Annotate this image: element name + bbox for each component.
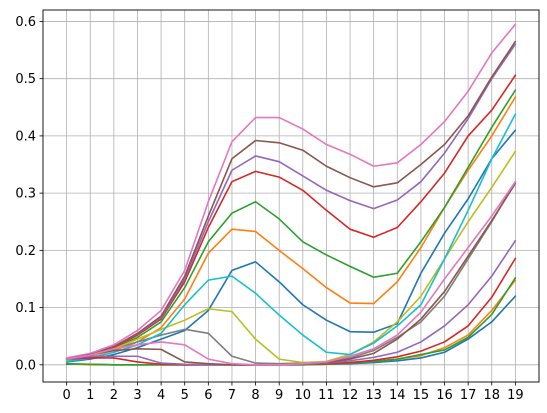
series-line-11 — [65, 295, 517, 366]
x-tick-label: 17 — [460, 388, 477, 403]
x-tick-label: 1 — [86, 388, 94, 403]
plot-frame — [42, 9, 540, 383]
y-tick-label: 0.4 — [15, 129, 36, 144]
x-tick-label: 6 — [204, 388, 212, 403]
x-tick-label: 5 — [181, 388, 189, 403]
x-tick-label: 16 — [436, 388, 453, 403]
x-tick-label: 3 — [133, 388, 141, 403]
series-lines — [65, 23, 517, 366]
x-tick-label: 11 — [318, 388, 335, 403]
x-tick-label: 0 — [62, 388, 70, 403]
x-tick-label: 7 — [228, 388, 236, 403]
x-axis: 0 1 2 3 4 5 6 7 8 9 10 11 12 13 14 15 16 17 18 19 — [62, 382, 524, 403]
x-tick-label: 8 — [251, 388, 259, 403]
x-tick-label: 15 — [413, 388, 430, 403]
y-tick-label: 0.6 — [15, 15, 36, 30]
series-line-4 — [65, 74, 517, 360]
series-line-8 — [65, 180, 517, 365]
y-axis: 0.0 0.1 0.2 0.3 0.4 0.5 0.6 — [15, 15, 43, 373]
grid-lines — [43, 10, 539, 382]
x-tick-label: 2 — [110, 388, 118, 403]
x-tick-label: 12 — [342, 388, 359, 403]
x-tick-label: 13 — [365, 388, 382, 403]
y-tick-label: 0.5 — [15, 72, 36, 87]
x-tick-label: 4 — [157, 388, 165, 403]
y-tick-label: 0.1 — [15, 301, 36, 316]
x-tick-label: 18 — [483, 388, 500, 403]
x-tick-label: 9 — [275, 388, 283, 403]
series-line-1 — [65, 129, 517, 363]
x-tick-label: 10 — [295, 388, 312, 403]
y-tick-label: 0.2 — [15, 244, 36, 259]
series-line-7 — [65, 23, 517, 359]
series-line-10 — [65, 113, 517, 363]
y-tick-label: 0.3 — [15, 187, 36, 202]
series-line-3 — [65, 89, 517, 362]
x-tick-label: 19 — [507, 388, 524, 403]
y-tick-label: 0.0 — [15, 358, 36, 373]
series-line-6 — [65, 40, 517, 360]
series-line-17 — [65, 180, 517, 366]
x-tick-label: 14 — [389, 388, 406, 403]
